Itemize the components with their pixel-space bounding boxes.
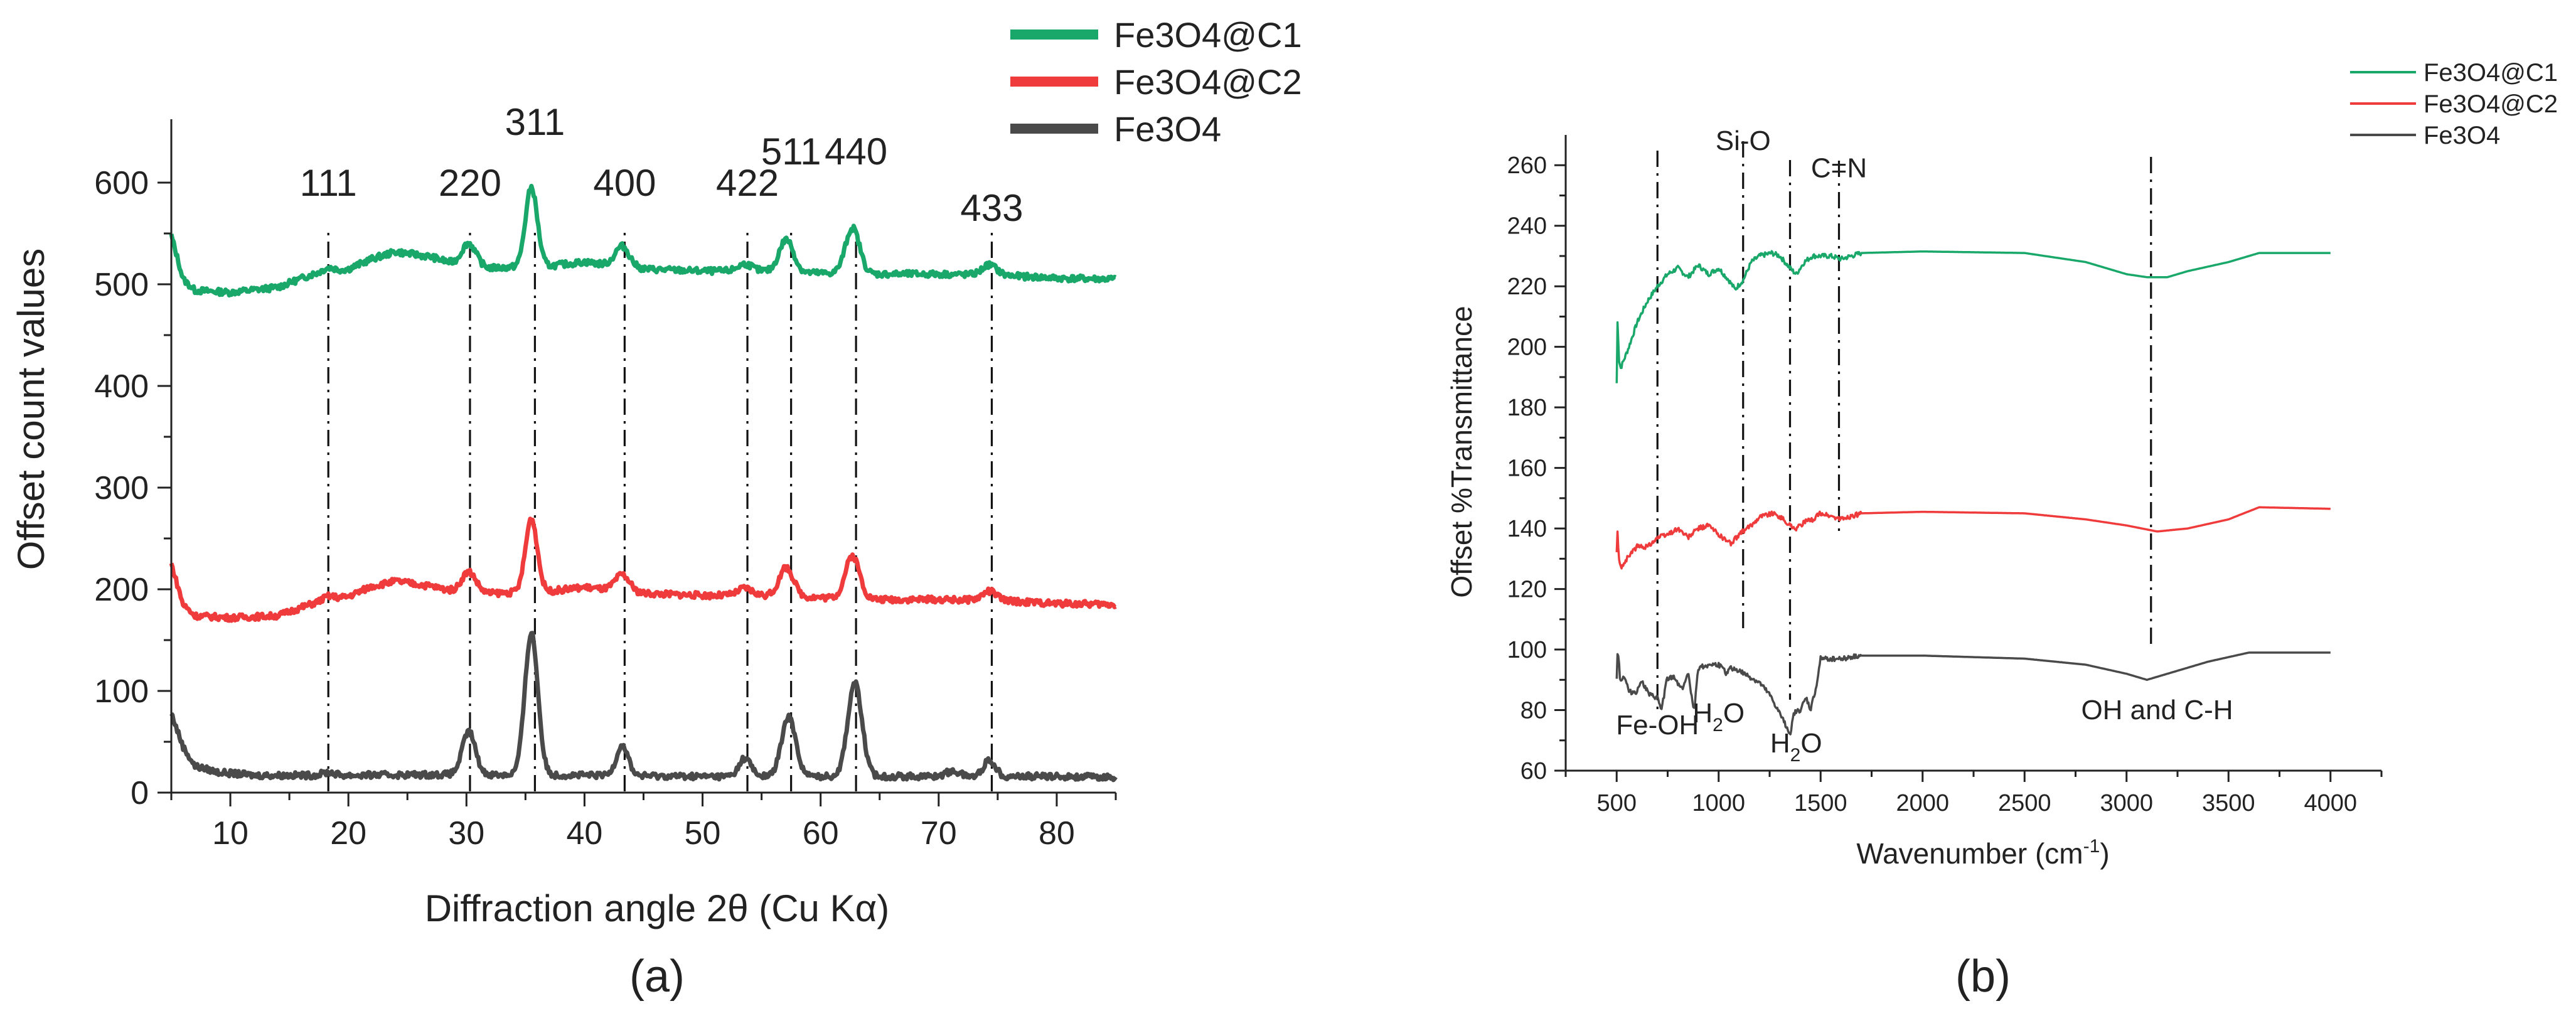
xrd-y-tick-label: 200 — [94, 572, 149, 608]
legend-label-fe3o4: Fe3O4 — [1114, 109, 1221, 149]
xrd-axes: 10 20 30 40 50 60 70 80 0 100 200 300 400 500 600 — [94, 119, 1117, 852]
legend-label-fe3o4: Fe3O4 — [2424, 122, 2500, 149]
ftir-chart: 500 1000 1500 2000 2500 3000 3500 4000 60 80 100 12… — [1445, 59, 2558, 1002]
xrd-series-fe3o4-c2 — [169, 516, 1117, 623]
ftir-y-tick-label: 100 — [1507, 637, 1547, 663]
ftir-x-axis-label-sup: -1 — [2083, 836, 2100, 857]
ftir-x-tick-label: 1500 — [1794, 790, 1847, 816]
xrd-x-tick-label: 20 — [330, 815, 366, 852]
xrd-x-tick-label: 60 — [803, 815, 839, 852]
ftir-y-tick-label: 120 — [1507, 577, 1547, 603]
ftir-y-tick-label: 240 — [1507, 213, 1547, 240]
ftir-y-axis-label: Offset %Transmittance — [1445, 306, 1478, 597]
ftir-x-tick-label: 3000 — [2100, 790, 2153, 816]
xrd-chart: 10 20 30 40 50 60 70 80 0 100 200 300 400 500 600 111 2… — [10, 15, 1302, 1002]
ftir-y-tick-label: 200 — [1507, 334, 1547, 361]
band-annotation-fe-oh-2: Fe-OH — [1616, 710, 1699, 741]
panel-label-b: (b) — [1955, 951, 2011, 1002]
reflection-label-433: 433 — [960, 187, 1023, 229]
reflection-label-422: 422 — [716, 162, 779, 204]
xrd-y-tick-label: 600 — [94, 165, 149, 201]
xrd-series — [169, 183, 1118, 783]
ftir-legend: Fe3O4@C1 Fe3O4@C2 Fe3O4 — [2350, 59, 2558, 149]
reflection-label-400: 400 — [593, 162, 656, 204]
reflection-label-311: 311 — [505, 101, 565, 143]
ftir-x-tick-label: 2500 — [1998, 790, 2051, 816]
xrd-y-axis-label: Offset count values — [10, 249, 52, 570]
xrd-y-tick-label: 300 — [94, 470, 149, 506]
reflection-guides — [327, 229, 993, 791]
band-annotation-oh-and-c-h-5: OH and C-H — [2081, 695, 2233, 725]
xrd-x-tick-label: 80 — [1039, 815, 1075, 852]
legend-label-fe3o4-c1: Fe3O4@C1 — [1114, 15, 1302, 55]
band-annotation-si-o-0: Si-O — [1716, 126, 1771, 156]
reflection-label-511: 511 — [761, 131, 821, 173]
xrd-y-tick-label: 500 — [94, 267, 149, 303]
reflection-label-111: 111 — [300, 162, 357, 204]
ftir-x-tick-label: 4000 — [2304, 790, 2357, 816]
band-annotation-text-end: O — [1723, 698, 1745, 729]
reflection-label-440: 440 — [825, 131, 887, 173]
ftir-x-axis-label-end: ) — [2100, 837, 2109, 870]
xrd-y-tick-label: 400 — [94, 368, 149, 405]
band-annotation-c-n-1: C=N — [1811, 153, 1867, 184]
band-annotation-text: H — [1770, 728, 1790, 759]
ftir-axes: 500 1000 1500 2000 2500 3000 3500 4000 60 80 100 12… — [1507, 135, 2383, 816]
xrd-x-tick-label: 70 — [921, 815, 957, 852]
ftir-x-tick-label: 1000 — [1692, 790, 1745, 816]
ftir-y-tick-label: 60 — [1520, 758, 1547, 784]
ftir-y-tick-label: 140 — [1507, 516, 1547, 542]
ftir-y-tick-label: 260 — [1507, 152, 1547, 179]
ftir-x-axis-label: Wavenumber (cm-1) — [1856, 836, 2109, 870]
xrd-legend: Fe3O4@C1 Fe3O4@C2 Fe3O4 — [1010, 15, 1302, 149]
xrd-y-tick-label: 0 — [131, 775, 149, 811]
band-annotation-ho-3: H2O — [1692, 698, 1745, 736]
ftir-series — [1615, 250, 2331, 736]
ftir-y-tick-label: 220 — [1507, 274, 1547, 300]
ftir-x-tick-label: 2000 — [1896, 790, 1949, 816]
ftir-y-tick-label: 180 — [1507, 395, 1547, 421]
ftir-series-fe3o4-c1 — [1615, 250, 2331, 383]
ftir-y-tick-label: 80 — [1520, 698, 1547, 724]
xrd-x-tick-label: 50 — [685, 815, 721, 852]
panel-label-a: (a) — [629, 951, 685, 1002]
band-annotation-subscript: 2 — [1713, 715, 1723, 736]
xrd-x-axis-label: Diffraction angle 2θ (Cu Kα) — [425, 887, 890, 929]
band-annotation-text: H — [1692, 698, 1713, 729]
xrd-series-fe3o4 — [169, 631, 1118, 783]
ftir-series-fe3o4 — [1615, 651, 2331, 736]
legend-label-fe3o4-c1: Fe3O4@C1 — [2424, 59, 2558, 87]
xrd-x-tick-label: 30 — [448, 815, 484, 852]
band-guides — [1656, 141, 2152, 709]
ftir-x-axis-label-text: Wavenumber (cm — [1856, 837, 2083, 870]
xrd-x-tick-label: 10 — [212, 815, 249, 852]
ftir-series-fe3o4-c2 — [1615, 506, 2331, 570]
legend-label-fe3o4-c2: Fe3O4@C2 — [2424, 90, 2558, 118]
xrd-y-tick-label: 100 — [94, 673, 149, 710]
band-annotation-subscript: 2 — [1790, 745, 1801, 766]
band-annotation-ho-4: H2O — [1770, 728, 1822, 766]
xrd-x-tick-label: 40 — [567, 815, 603, 852]
xrd-series-fe3o4-c1 — [169, 183, 1117, 298]
legend-label-fe3o4-c2: Fe3O4@C2 — [1114, 62, 1302, 102]
ftir-y-tick-label: 160 — [1507, 456, 1547, 482]
ftir-x-tick-label: 500 — [1597, 790, 1637, 816]
band-annotation-text-end: O — [1800, 728, 1822, 759]
reflection-label-220: 220 — [439, 162, 501, 204]
ftir-x-tick-label: 3500 — [2202, 790, 2255, 816]
